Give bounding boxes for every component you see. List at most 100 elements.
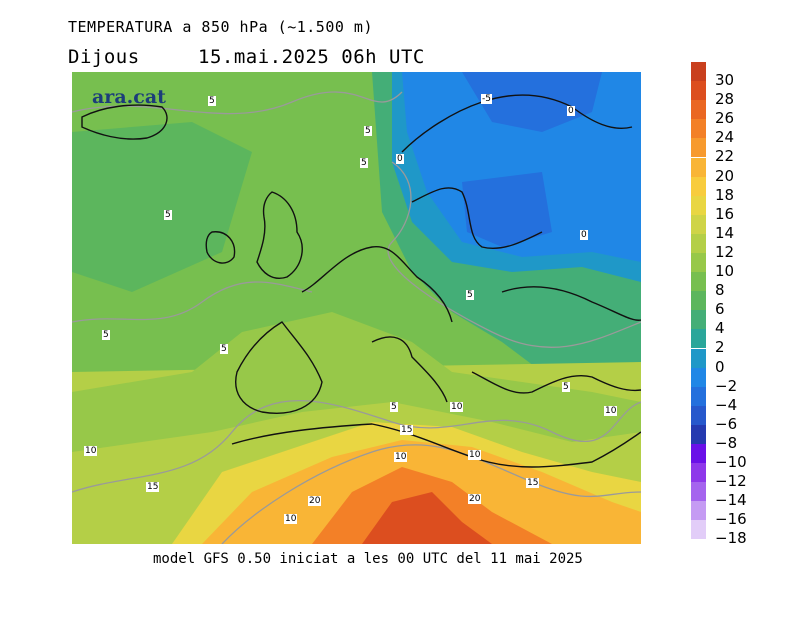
legend-label: −6 <box>715 414 738 433</box>
temperature-band-28 <box>362 492 492 544</box>
great-britain-coast <box>256 191 303 279</box>
legend-swatch <box>691 405 706 425</box>
legend-swatch <box>691 348 706 368</box>
isotherm <box>72 281 313 323</box>
contour-label: 5 <box>390 402 398 412</box>
contour-label: 5 <box>360 158 368 168</box>
legend-label: 14 <box>715 223 735 242</box>
contour-label: 15 <box>400 425 414 435</box>
chart-title: TEMPERATURA a 850 hPa (~1.500 m) <box>68 18 373 36</box>
legend-swatch <box>691 233 706 253</box>
legend-swatch <box>691 119 706 139</box>
contour-label: 10 <box>450 402 464 412</box>
legend-label: 20 <box>715 166 735 185</box>
continental-coast <box>301 246 453 323</box>
legend-swatch <box>691 501 706 521</box>
balkan-coast <box>471 371 641 394</box>
isotherm <box>72 400 641 493</box>
legend-swatch <box>691 214 706 234</box>
contour-label: 20 <box>468 494 482 504</box>
coastlines <box>81 94 641 468</box>
legend-swatch <box>691 157 706 177</box>
temperature-band-10 <box>72 312 641 452</box>
legend-label: −10 <box>715 453 747 471</box>
legend-swatch <box>691 482 706 502</box>
temperature-map: ara.cat 5 5 5 5 0 -5 0 0 5 5 5 5 10 10 15 20 10 5 10 15 10 10… <box>72 72 641 544</box>
north-africa-coast <box>231 423 641 468</box>
legend-label: 8 <box>715 281 725 300</box>
legend-swatch <box>691 310 706 330</box>
contour-label: 10 <box>394 452 408 462</box>
contour-label: 5 <box>562 382 570 392</box>
iberia-coast <box>235 321 323 414</box>
legend-swatch <box>691 81 706 101</box>
map-canvas <box>72 72 641 544</box>
legend-swatch <box>691 444 706 463</box>
legend-swatch <box>691 386 706 406</box>
legend-label: −4 <box>715 395 738 414</box>
contour-label: 5 <box>364 126 372 136</box>
legend-label: 22 <box>715 147 735 166</box>
forecast-datetime: 15.mai.2025 06h UTC <box>198 46 425 68</box>
legend-label: 0 <box>715 357 725 376</box>
legend-swatch <box>691 291 706 311</box>
scandinavia-coast <box>401 94 633 153</box>
legend-label: 10 <box>715 262 735 280</box>
legend-swatch <box>691 100 706 120</box>
legend-label: −8 <box>715 433 738 452</box>
legend-label: −14 <box>715 491 747 510</box>
brand-logo[interactable]: ara.cat <box>92 86 166 108</box>
contour-label: 0 <box>567 106 575 116</box>
legend-label: −18 <box>715 529 747 548</box>
temperature-band-minus4 <box>462 72 602 132</box>
legend-swatch <box>691 138 706 158</box>
isotherm <box>387 161 641 348</box>
iceland-coast <box>81 104 168 140</box>
legend-swatch <box>691 329 706 349</box>
legend-label: 16 <box>715 204 735 223</box>
contour-label: 0 <box>396 154 404 164</box>
isotherm-lines <box>72 91 641 544</box>
contour-label: 0 <box>580 230 588 240</box>
ireland-coast <box>205 231 236 264</box>
temperature-band-minus4-baltic <box>462 172 552 247</box>
forecast-day: Dijous <box>68 46 140 68</box>
contour-label: 15 <box>526 478 540 488</box>
contour-label: 5 <box>220 344 228 354</box>
baltic-coast <box>411 187 543 249</box>
contour-label: 5 <box>164 210 172 220</box>
contour-label: 10 <box>604 406 618 416</box>
legend-label: 24 <box>715 128 735 147</box>
legend-label: 18 <box>715 185 735 204</box>
legend-label: −12 <box>715 472 747 491</box>
legend-swatch <box>691 424 706 444</box>
black-sea-coast <box>501 286 641 321</box>
contour-label: -5 <box>481 94 492 104</box>
legend-label: 12 <box>715 242 735 261</box>
legend-swatch <box>691 463 706 483</box>
legend-label: 30 <box>715 71 735 89</box>
contour-label: 10 <box>468 450 482 460</box>
legend-label: 4 <box>715 319 725 338</box>
legend-label: −2 <box>715 376 738 395</box>
contour-label: 20 <box>308 496 322 506</box>
legend-label: 6 <box>715 300 725 319</box>
legend-swatch <box>691 520 706 540</box>
temperature-band-minus2 <box>402 72 641 262</box>
legend-swatch <box>691 253 706 272</box>
legend-label: 28 <box>715 90 735 109</box>
contour-label: 15 <box>146 482 160 492</box>
isotherm <box>72 91 403 115</box>
contour-label: 10 <box>284 514 298 524</box>
contour-label: 5 <box>102 330 110 340</box>
legend-swatch <box>691 176 706 196</box>
legend-label: 26 <box>715 109 735 128</box>
contour-label: 5 <box>466 290 474 300</box>
contour-label: 5 <box>208 96 216 106</box>
model-info: model GFS 0.50 iniciat a les 00 UTC del … <box>153 551 583 567</box>
legend-swatch <box>691 367 706 387</box>
legend-label: −16 <box>715 510 747 529</box>
contour-label: 10 <box>84 446 98 456</box>
legend-swatch <box>691 272 706 292</box>
isotherm <box>221 444 641 544</box>
